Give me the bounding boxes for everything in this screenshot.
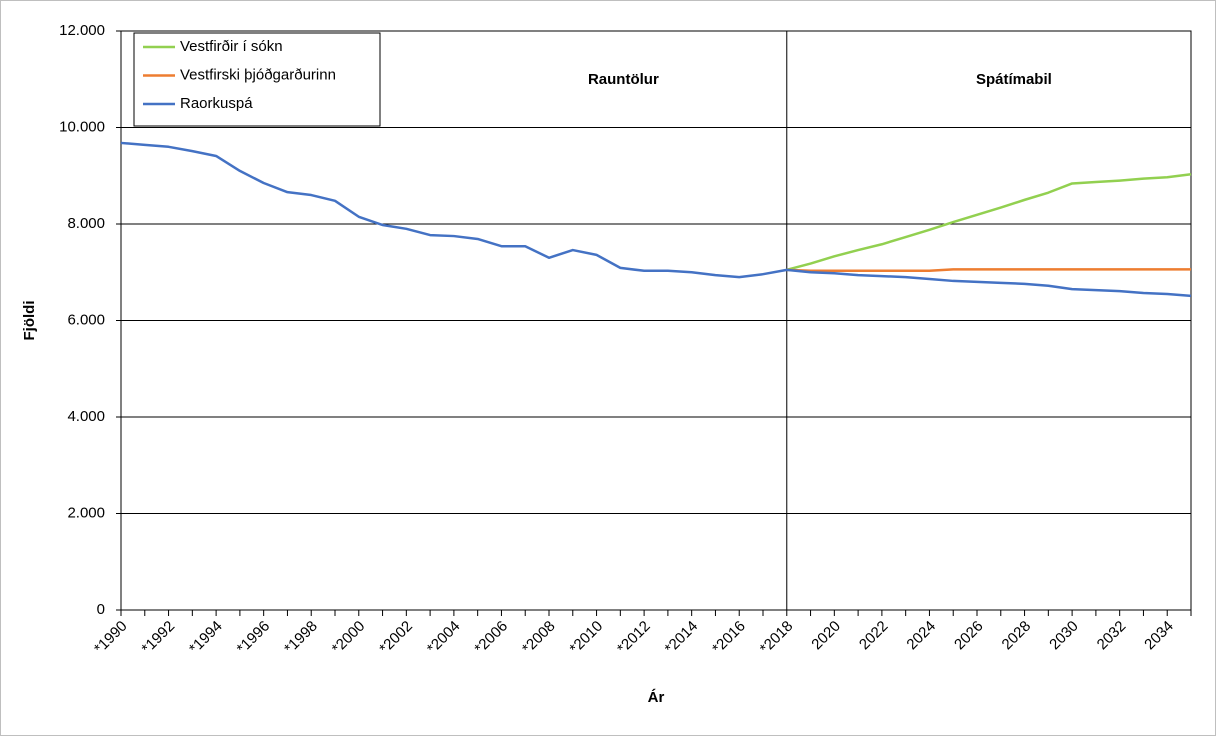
y-tick-label: 2.000 <box>67 504 105 521</box>
y-axis-title: Fjöldi <box>21 301 38 341</box>
legend-label: Raorkuspá <box>180 95 253 112</box>
y-tick-label: 8.000 <box>67 215 105 232</box>
x-axis-title: Ár <box>648 689 665 706</box>
series-line <box>786 173 1192 272</box>
annotation: Spátímabil <box>976 71 1052 88</box>
series-line <box>786 268 1191 273</box>
legend-label: Vestfirski þjóðgarðurinn <box>180 66 336 83</box>
y-tick-label: 10.000 <box>59 118 105 135</box>
legend-box <box>133 32 381 127</box>
annotation: Rauntölur <box>588 71 659 88</box>
y-tick-label: 0 <box>97 601 105 618</box>
series-line <box>120 141 1192 298</box>
legend-label: Vestfirðir í sókn <box>180 38 283 55</box>
y-tick-label: 12.000 <box>59 22 105 39</box>
y-tick-label: 4.000 <box>67 408 105 425</box>
y-tick-label: 6.000 <box>67 311 105 328</box>
